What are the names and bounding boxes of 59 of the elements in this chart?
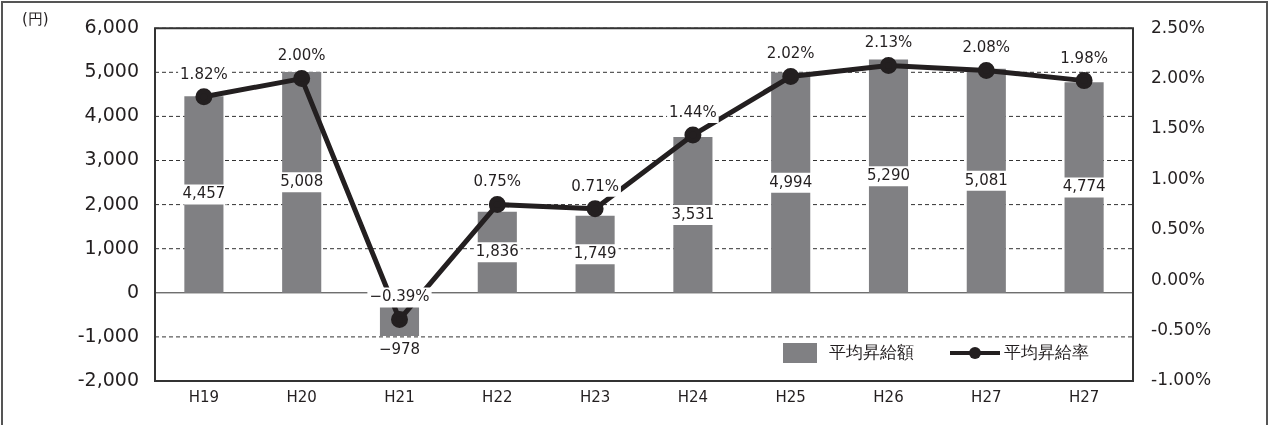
data-label: 0.75%	[473, 172, 522, 191]
x-tick-label: H27	[1068, 387, 1100, 406]
x-tick-label: H22	[482, 387, 513, 406]
data-label: 1,836	[475, 242, 519, 261]
y-tick-label: 1,000	[84, 235, 139, 258]
y-tick-label: -1,000	[77, 323, 139, 346]
data-label: 2.00%	[277, 46, 326, 65]
data-label: 1.98%	[1060, 48, 1108, 67]
y-tick-label: 3,000	[84, 147, 139, 170]
y2-tick-label: 2.00%	[1151, 67, 1206, 88]
data-label: 2.13%	[864, 33, 913, 52]
y-tick-label: 5,000	[84, 59, 139, 82]
y2-tick-label: -0.50%	[1151, 319, 1212, 340]
data-label: −978	[378, 339, 421, 358]
point	[977, 62, 995, 80]
data-label: 4,457	[182, 184, 226, 203]
data-label: 1.82%	[180, 64, 228, 83]
data-label: 2.08%	[962, 38, 1011, 57]
x-tick-label: H21	[384, 387, 415, 406]
legend-label: 平均昇給額	[829, 342, 914, 363]
point	[1075, 72, 1093, 90]
point	[488, 196, 506, 214]
data-label: 5,081	[964, 170, 1008, 189]
y-axis-title: (円)	[22, 9, 49, 28]
y2-tick-label: 0.00%	[1151, 268, 1206, 289]
data-label: −0.39%	[369, 287, 430, 306]
x-tick-label: H19	[188, 387, 220, 406]
y-tick-label: 4,000	[84, 103, 139, 126]
x-tick-label: H23	[579, 387, 611, 406]
data-label: 5,008	[280, 172, 324, 191]
point	[195, 88, 213, 106]
y-tick-label: 0	[126, 279, 139, 302]
data-label: 1.44%	[669, 102, 717, 121]
point	[293, 70, 311, 88]
data-label: 4,994	[769, 172, 813, 191]
y2-tick-label: -1.00%	[1151, 369, 1212, 390]
point	[880, 57, 897, 74]
data-label: 1,749	[573, 244, 617, 263]
y2-tick-label: 1.00%	[1151, 167, 1206, 188]
data-label: 3,531	[671, 204, 715, 223]
legend-label: 平均昇給率	[1004, 342, 1089, 363]
point	[684, 126, 702, 144]
x-tick-label: H25	[775, 387, 806, 406]
data-label: 2.02%	[766, 44, 815, 63]
y2-tick-label: 1.50%	[1151, 117, 1206, 138]
data-label: 5,290	[867, 166, 910, 185]
y-tick-label: -2,000	[77, 367, 139, 390]
y2-tick-label: 2.50%	[1151, 16, 1206, 37]
y-tick-label: 2,000	[84, 191, 139, 214]
point	[586, 200, 604, 218]
x-tick-label: H20	[286, 387, 317, 406]
y-tick-label: 6,000	[84, 15, 139, 38]
data-label: 4,774	[1062, 177, 1106, 196]
x-tick-label: H26	[873, 387, 904, 406]
point	[782, 68, 800, 86]
x-tick-label: H24	[677, 387, 709, 406]
x-tick-label: H27	[971, 387, 1002, 406]
y2-tick-label: 0.50%	[1151, 218, 1206, 239]
data-label: 0.71%	[571, 176, 619, 195]
